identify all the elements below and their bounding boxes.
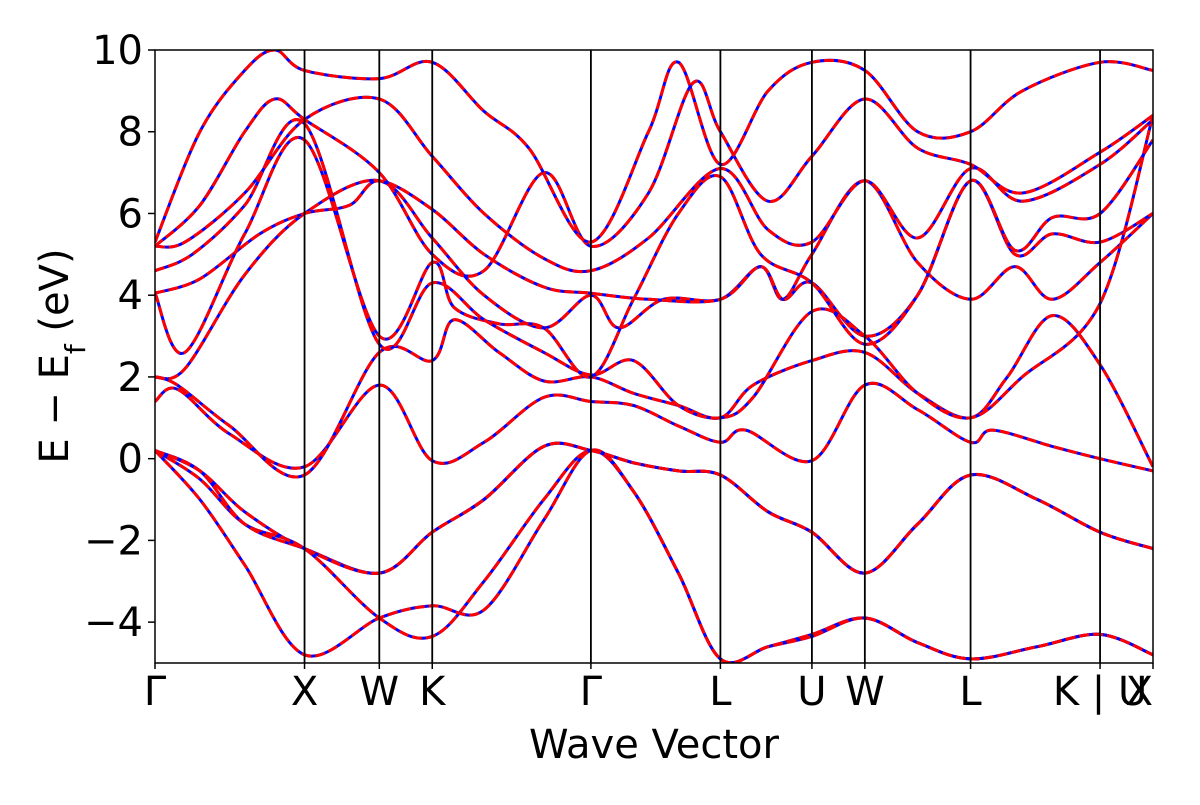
high-symmetry-lines [303, 50, 1101, 663]
x-tick-label: U [797, 669, 826, 715]
band-line-red-8 [155, 136, 1153, 379]
plot-frame [154, 49, 1154, 664]
band-line-red-5 [155, 314, 1153, 479]
x-tick-label: L [709, 669, 732, 715]
x-tick-label: Γ [580, 669, 603, 715]
x-tick-label: K | U [1053, 669, 1147, 715]
band-line-red-12 [155, 50, 1153, 244]
y-axis-label: E − Ef (eV) [32, 248, 92, 463]
y-tick-label: −2 [84, 518, 143, 564]
band-line-red-11 [155, 79, 1153, 278]
band-line-red-9 [155, 114, 1153, 420]
x-tick-label: W [845, 669, 885, 715]
x-tick-label: K [419, 669, 447, 715]
y-axis-ticks: −4 −2 0 2 4 6 8 10 [84, 28, 155, 646]
band-line-red-3 [155, 441, 1153, 575]
y-tick-label: 8 [118, 110, 143, 156]
x-tick-label: L [959, 669, 982, 715]
y-tick-label: 2 [118, 355, 143, 401]
y-tick-label: 4 [118, 273, 143, 319]
y-tick-label: −4 [84, 600, 143, 646]
bands-layer [155, 50, 1153, 663]
y-tick-label: 10 [92, 28, 143, 74]
x-tick-label: X [1126, 669, 1153, 715]
y-tick-label: 6 [118, 191, 143, 237]
band-line-red-6 [155, 178, 1153, 381]
x-axis-label: Wave Vector [529, 722, 780, 768]
y-tick-label: 0 [118, 437, 143, 483]
x-tick-label: X [291, 669, 318, 715]
x-tick-label: Γ [144, 669, 167, 715]
x-tick-label: W [360, 669, 400, 715]
band-line-red-4 [155, 381, 1153, 473]
